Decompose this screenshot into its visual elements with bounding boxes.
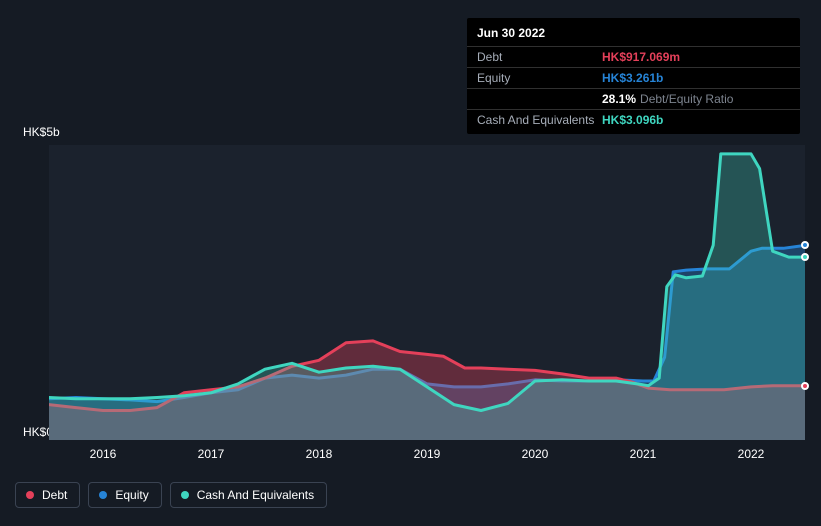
x-axis-tick: 2019	[414, 447, 441, 461]
end-marker-cash	[801, 253, 809, 261]
legend-label-debt: Debt	[42, 488, 67, 502]
tooltip-row: 28.1%Debt/Equity Ratio	[467, 88, 800, 109]
legend-dot-cash	[181, 491, 189, 499]
chart-legend: Debt Equity Cash And Equivalents	[15, 482, 327, 508]
tooltip-row: EquityHK$3.261b	[467, 67, 800, 88]
chart-tooltip: Jun 30 2022 DebtHK$917.069mEquityHK$3.26…	[467, 18, 800, 134]
x-axis-tick: 2022	[738, 447, 765, 461]
chart-plot-area[interactable]	[49, 145, 805, 440]
legend-dot-debt	[26, 491, 34, 499]
debt-equity-chart: Jun 30 2022 DebtHK$917.069mEquityHK$3.26…	[0, 0, 821, 526]
tooltip-row-label: Equity	[477, 71, 602, 85]
x-axis-tick: 2021	[630, 447, 657, 461]
tooltip-row: Cash And EquivalentsHK$3.096b	[467, 109, 800, 130]
tooltip-row: DebtHK$917.069m	[467, 46, 800, 67]
legend-dot-equity	[99, 491, 107, 499]
end-marker-equity	[801, 241, 809, 249]
tooltip-row-label	[477, 92, 602, 106]
y-axis-max-label: HK$5b	[23, 125, 60, 139]
end-marker-debt	[801, 382, 809, 390]
tooltip-row-label: Debt	[477, 50, 602, 64]
tooltip-row-value: 28.1%Debt/Equity Ratio	[602, 92, 790, 106]
x-axis-tick: 2020	[522, 447, 549, 461]
x-axis-tick: 2016	[90, 447, 117, 461]
x-axis-tick: 2018	[306, 447, 333, 461]
tooltip-row-value: HK$917.069m	[602, 50, 790, 64]
legend-item-debt[interactable]: Debt	[15, 482, 80, 508]
tooltip-date: Jun 30 2022	[467, 24, 800, 46]
legend-label-equity: Equity	[115, 488, 148, 502]
tooltip-row-label: Cash And Equivalents	[477, 113, 602, 127]
tooltip-row-value: HK$3.096b	[602, 113, 790, 127]
legend-label-cash: Cash And Equivalents	[197, 488, 314, 502]
x-axis-tick: 2017	[198, 447, 225, 461]
legend-item-equity[interactable]: Equity	[88, 482, 161, 508]
legend-item-cash[interactable]: Cash And Equivalents	[170, 482, 327, 508]
tooltip-row-value: HK$3.261b	[602, 71, 790, 85]
x-axis: 2016 2017 2018 2019 2020 2021 2022	[49, 447, 805, 467]
